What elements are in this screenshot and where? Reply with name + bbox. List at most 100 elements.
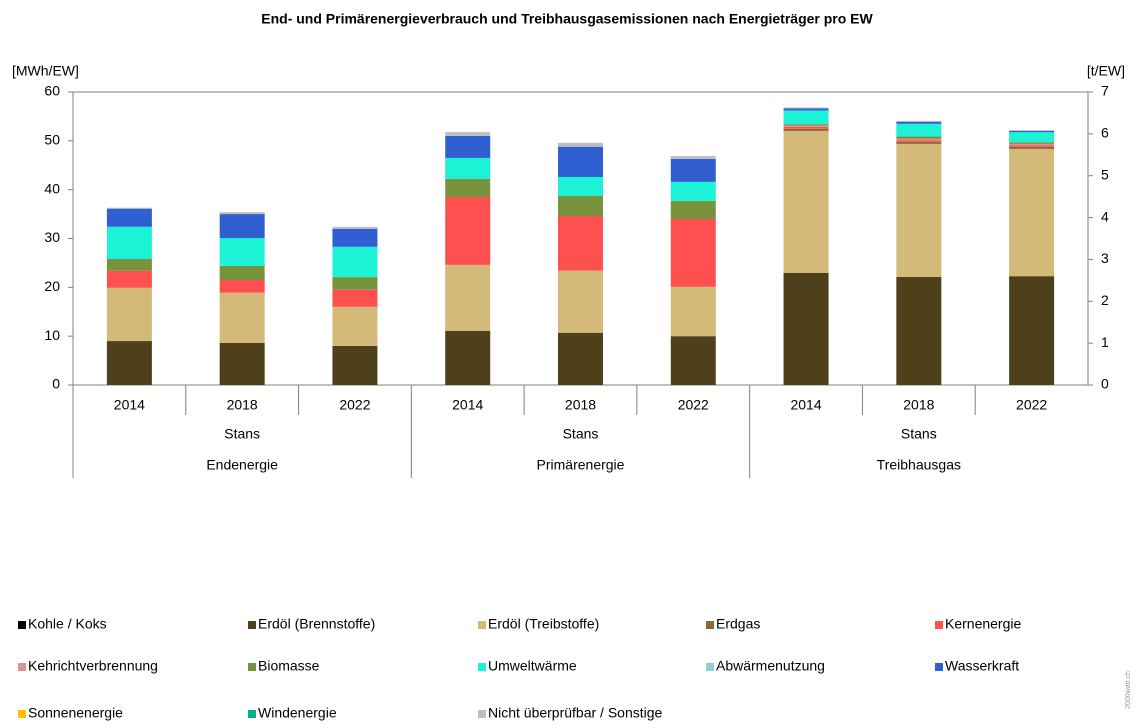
bar-segment	[445, 330, 491, 385]
bar-segment	[219, 212, 265, 215]
y2-tick-label: 7	[1101, 83, 1109, 99]
bar-segment	[445, 132, 491, 136]
bar-segment	[783, 107, 829, 109]
bar-segment	[670, 155, 716, 159]
bar-segment	[219, 238, 265, 266]
legend-swatch	[706, 621, 714, 629]
sub-group-label: Stans	[901, 426, 937, 442]
x-tick-label: 2014	[790, 397, 821, 413]
legend-label: Abwärmenutzung	[716, 658, 825, 674]
sub-group-label: Stans	[224, 426, 260, 442]
legend-swatch	[248, 710, 256, 718]
legend-label: Kehrichtverbrennung	[28, 658, 158, 674]
legend-swatch	[18, 710, 26, 718]
legend-swatch	[706, 663, 714, 671]
y-tick-label: 60	[44, 83, 60, 99]
bar-segment	[558, 146, 603, 177]
bar-segment	[332, 228, 378, 247]
y2-tick-label: 5	[1101, 166, 1109, 182]
x-tick-label: 2022	[339, 397, 370, 413]
bar-segment	[558, 142, 603, 147]
bar-segment	[332, 277, 378, 290]
bar-segment	[332, 226, 378, 229]
bar-segment	[783, 128, 829, 131]
x-tick-label: 2018	[227, 397, 258, 413]
bar-segment	[783, 125, 829, 127]
bar-segment	[783, 124, 829, 126]
sub-group-label: Stans	[563, 426, 599, 442]
legend-label: Sonnenenergie	[28, 705, 123, 721]
x-tick-label: 2022	[1016, 397, 1047, 413]
bar-segment	[1009, 132, 1055, 143]
bar-segment	[106, 259, 152, 271]
bar-segment	[106, 287, 152, 342]
legend-label: Kohle / Koks	[28, 616, 107, 632]
chart-title: End- und Primärenergieverbrauch und Trei…	[261, 11, 873, 27]
x-tick-label: 2022	[678, 397, 709, 413]
bar-segment	[332, 246, 378, 278]
bar-segment	[670, 218, 716, 287]
bar-segment	[1009, 143, 1055, 146]
bar-segment	[219, 292, 265, 344]
x-tick-label: 2014	[452, 397, 483, 413]
bar-segment	[896, 143, 942, 278]
bar-segment	[896, 120, 942, 122]
group-label: Primärenergie	[537, 457, 625, 473]
y-tick-label: 40	[44, 180, 60, 196]
bar-segment	[445, 196, 491, 265]
group-label: Treibhausgas	[877, 457, 961, 473]
y2-tick-label: 0	[1101, 376, 1109, 392]
legend-swatch	[18, 663, 26, 671]
bar-segment	[670, 158, 716, 182]
bar-segment	[670, 286, 716, 337]
bar-segment	[783, 110, 829, 125]
bar-segment	[558, 196, 603, 217]
bar-segment	[896, 123, 942, 137]
y2-tick-label: 3	[1101, 250, 1109, 266]
bar-segment	[1009, 142, 1055, 144]
legend-swatch	[935, 663, 943, 671]
bar-segment	[783, 108, 829, 111]
bar-segment	[896, 141, 942, 144]
bar-segment	[1009, 148, 1055, 277]
bar-segment	[896, 277, 942, 385]
y2-axis-label: [t/EW]	[1087, 63, 1125, 79]
bar-segment	[670, 181, 716, 201]
bar-segment	[106, 341, 152, 385]
bar-segment	[670, 200, 716, 219]
legend-swatch	[478, 621, 486, 629]
bar-segment	[896, 138, 942, 141]
y-tick-label: 30	[44, 229, 60, 245]
legend-label: Wasserkraft	[945, 658, 1019, 674]
watermark: 2000watt.ch	[1125, 671, 1132, 709]
bar-segment	[106, 208, 152, 227]
legend-label: Windenergie	[258, 705, 337, 721]
bar-segment	[1009, 146, 1055, 149]
bar-segment	[1009, 276, 1055, 385]
bar-segment	[219, 214, 265, 239]
y2-tick-label: 1	[1101, 334, 1109, 350]
bar-segment	[332, 306, 378, 346]
legend-label: Erdöl (Brennstoffe)	[258, 616, 375, 632]
legend-swatch	[478, 710, 486, 718]
bar-segment	[445, 264, 491, 331]
legend-swatch	[18, 621, 26, 629]
bar-segment	[219, 280, 265, 293]
legend-label: Biomasse	[258, 658, 320, 674]
group-label: Endenergie	[206, 457, 278, 473]
y2-tick-label: 2	[1101, 292, 1109, 308]
legend-swatch	[478, 663, 486, 671]
x-tick-label: 2018	[565, 397, 596, 413]
bar-segment	[219, 343, 265, 385]
bar-segment	[558, 332, 603, 385]
y-tick-label: 50	[44, 132, 60, 148]
bar-segment	[896, 121, 942, 124]
bar-segment	[670, 336, 716, 385]
legend-label: Kernenergie	[945, 616, 1021, 632]
x-tick-label: 2018	[903, 397, 934, 413]
legend-swatch	[248, 663, 256, 671]
y2-tick-label: 6	[1101, 125, 1109, 141]
bar-segment	[783, 272, 829, 385]
bar-segment	[558, 270, 603, 333]
